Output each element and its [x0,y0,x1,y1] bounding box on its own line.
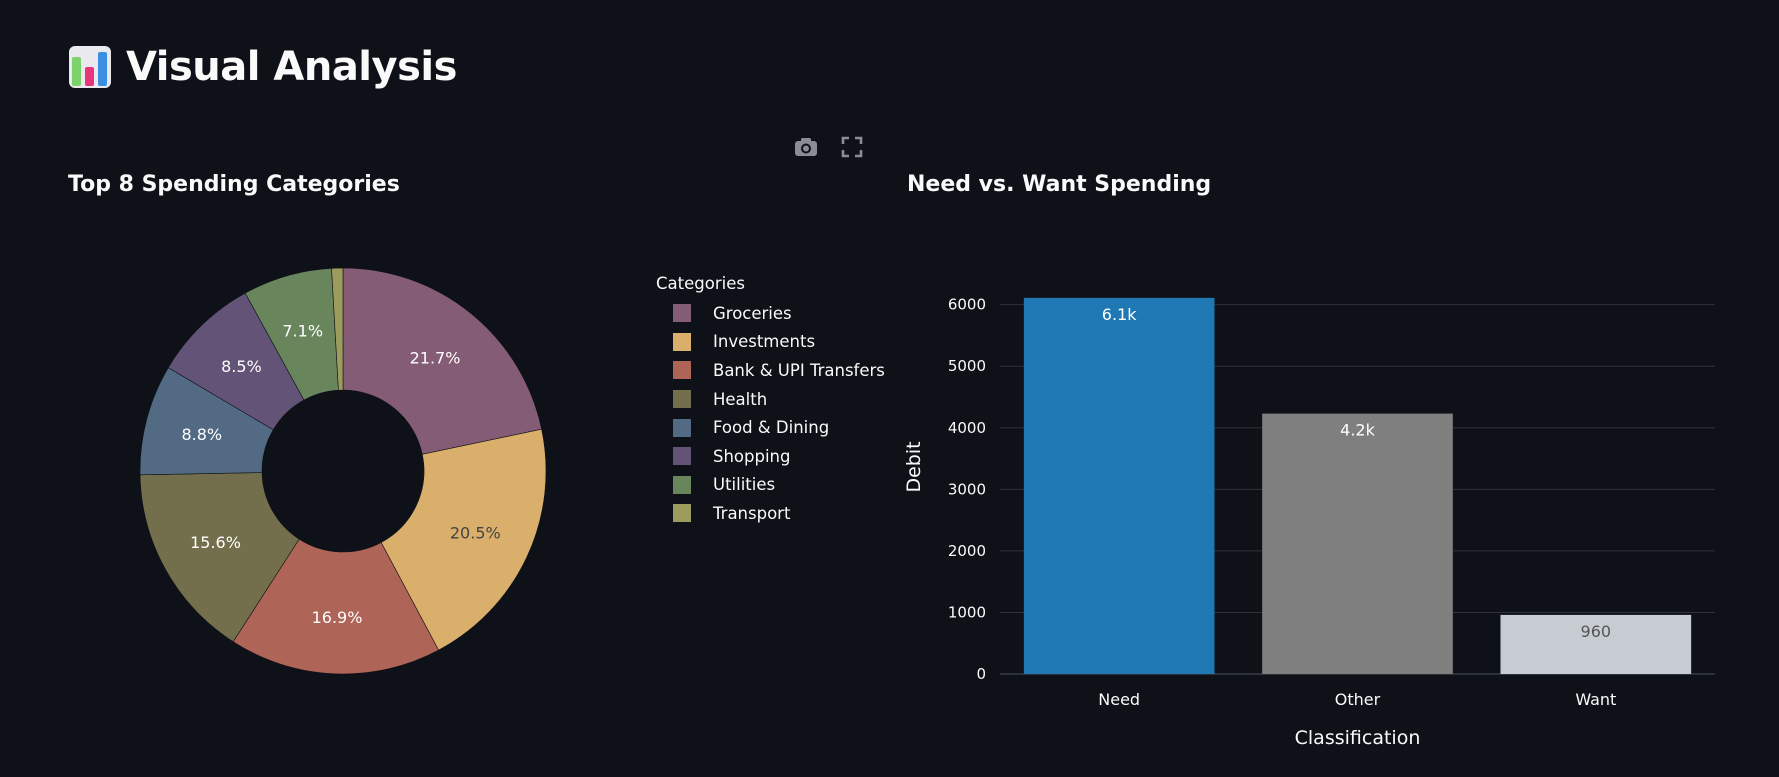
legend-swatch [673,361,691,380]
y-tick-label: 3000 [948,480,986,498]
page-title: Visual Analysis [126,44,457,90]
legend-label: Health [713,389,768,409]
y-axis-title: Debit [903,441,925,492]
bar-chart-title: Need vs. Want Spending [907,172,1212,197]
legend-swatch [673,504,691,523]
camera-icon[interactable] [793,134,819,160]
bar-other[interactable] [1262,413,1453,674]
pie-chart-title: Top 8 Spending Categories [68,172,400,197]
bar-value-label: 6.1k [1102,305,1137,324]
bar-chart: 0 1000 2000 3000 4000 5000 6000 6.1k Need 4.2k Oth… [903,296,1715,749]
bar-want[interactable] [1500,614,1692,674]
legend-label: Bank & UPI Transfers [713,360,885,380]
legend-label: Groceries [713,303,792,323]
fullscreen-icon[interactable] [839,134,865,160]
pie-value-label: 8.8% [181,425,222,444]
pie-value-label: 20.5% [450,524,501,543]
legend-label: Food & Dining [713,418,830,438]
pie-value-label: 21.7% [410,349,461,368]
pie-legend: Categories Groceries Investments Bank & UP… [656,274,885,528]
bar-chart-icon [69,46,111,88]
y-tick-label: 0 [976,665,986,683]
bar-value-label: 4.2k [1340,421,1375,440]
legend-label: Investments [713,332,816,352]
pie-slice-bank-and-upi-transfers[interactable] [232,538,439,675]
y-tick-label: 5000 [948,357,986,375]
x-axis-title: Classification [1295,727,1421,749]
bar-need[interactable] [1023,297,1215,674]
legend-title: Categories [656,274,745,293]
legend-item-transport[interactable]: Transport [656,499,885,528]
legend-item-groceries[interactable]: Groceries [656,299,885,328]
y-tick-label: 6000 [948,296,986,314]
legend-swatch [673,418,691,437]
y-tick-label: 4000 [948,419,986,437]
legend-label: Transport [713,503,791,523]
pie-value-label: 8.5% [221,357,262,376]
x-tick-label: Want [1575,690,1616,709]
bar-value-label: 960 [1581,622,1612,641]
pie-value-label: 16.9% [312,608,363,627]
y-tick-label: 2000 [948,542,986,560]
chart-toolbar [793,134,865,160]
legend-swatch [673,304,691,323]
pie-slice-transport[interactable] [331,267,344,391]
legend-swatch [673,332,691,351]
y-tick-label: 1000 [948,603,986,621]
pie-slice-health[interactable] [139,472,300,643]
pie-value-label: 15.6% [190,533,241,552]
page-header: Visual Analysis [68,44,457,90]
x-tick-label: Other [1335,690,1381,709]
pie-slice-groceries[interactable] [342,267,543,455]
legend-item-shopping[interactable]: Shopping [656,442,885,471]
legend-item-bank-and-upi-transfers[interactable]: Bank & UPI Transfers [656,356,885,385]
legend-label: Utilities [713,475,776,495]
legend-swatch [673,447,691,466]
legend-swatch [673,390,691,409]
legend-swatch [673,475,691,494]
pie-chart: 21.7% 20.5% 16.9% 15.6% 8.8% 8.5% 7.1% [139,267,547,675]
pie-value-label: 7.1% [282,322,323,341]
legend-item-investments[interactable]: Investments [656,328,885,357]
pie-slice-investments[interactable] [380,428,547,651]
legend-item-utilities[interactable]: Utilities [656,471,885,500]
x-tick-label: Need [1098,690,1140,709]
legend-item-health[interactable]: Health [656,385,885,414]
legend-label: Shopping [713,446,791,466]
legend-item-food-and-dining[interactable]: Food & Dining [656,413,885,442]
